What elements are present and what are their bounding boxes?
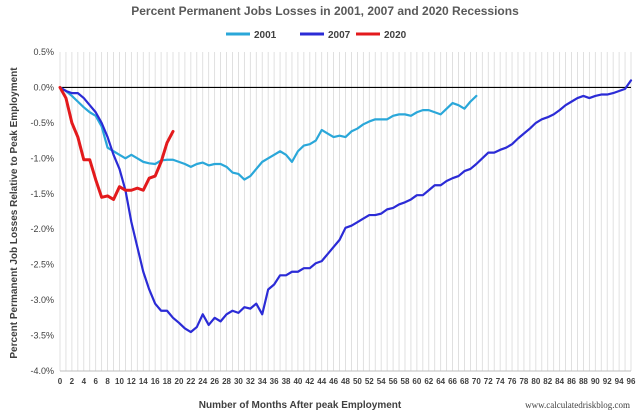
x-tick-label: 58: [401, 377, 410, 386]
y-axis-ticks: 0.5% 0.0% -0.5% -1.0% -1.5% -2.0% -2.5% -3.0% -3…: [30, 47, 54, 376]
y-tick-label: -2.5%: [30, 260, 54, 270]
x-tick-label: 60: [412, 377, 421, 386]
x-tick-label: 30: [234, 377, 243, 386]
x-tick-label: 38: [282, 377, 291, 386]
x-tick-label: 52: [365, 377, 374, 386]
x-tick-label: 8: [105, 377, 110, 386]
x-tick-label: 32: [246, 377, 255, 386]
x-tick-label: 74: [496, 377, 505, 386]
x-tick-label: 48: [341, 377, 350, 386]
legend-label-2007: 2007: [328, 30, 351, 41]
x-tick-label: 28: [222, 377, 231, 386]
x-tick-label: 64: [436, 377, 445, 386]
x-tick-label: 18: [163, 377, 172, 386]
x-tick-label: 94: [615, 377, 624, 386]
series-line-2020: [58, 85, 175, 201]
x-tick-label: 92: [603, 377, 612, 386]
x-tick-label: 62: [424, 377, 433, 386]
x-tick-label: 16: [151, 377, 160, 386]
y-tick-label: 0.5%: [33, 47, 54, 57]
x-tick-label: 84: [555, 377, 564, 386]
x-tick-label: 12: [127, 377, 136, 386]
legend: 2001 2007 2020: [226, 30, 407, 41]
x-tick-label: 26: [210, 377, 219, 386]
x-axis-label: Number of Months After peak Employment: [199, 400, 402, 411]
x-tick-label: 90: [591, 377, 600, 386]
x-tick-label: 36: [270, 377, 279, 386]
x-tick-label: 88: [579, 377, 588, 386]
y-tick-label: -1.0%: [30, 153, 54, 163]
x-tick-label: 78: [519, 377, 528, 386]
y-tick-label: -4.0%: [30, 366, 54, 376]
y-tick-label: -0.5%: [30, 118, 54, 128]
x-tick-label: 0: [58, 377, 63, 386]
chart-title: Percent Permanent Jobs Losses in 2001, 2…: [131, 4, 519, 18]
x-tick-label: 14: [139, 377, 148, 386]
x-tick-label: 86: [567, 377, 576, 386]
y-tick-label: -3.5%: [30, 331, 54, 341]
x-tick-label: 4: [82, 377, 87, 386]
x-tick-label: 80: [531, 377, 540, 386]
y-tick-label: -1.5%: [30, 189, 54, 199]
legend-label-2020: 2020: [384, 30, 407, 41]
x-tick-label: 76: [508, 377, 517, 386]
x-tick-label: 10: [115, 377, 124, 386]
y-axis-label: Percent Permanent Job Losses Relative to…: [9, 67, 20, 359]
x-tick-label: 44: [317, 377, 326, 386]
x-axis-ticks: 0 2 4 6 8 10 12 14 16 18 20 22 24 26 28 30 32 34 36 38 40 42 4…: [58, 377, 636, 386]
x-tick-label: 20: [175, 377, 184, 386]
x-tick-label: 50: [353, 377, 362, 386]
x-tick-label: 70: [472, 377, 481, 386]
x-tick-label: 66: [448, 377, 457, 386]
x-tick-label: 82: [543, 377, 552, 386]
x-tick-label: 40: [293, 377, 302, 386]
source-credit: www.calculatedriskblog.com: [525, 400, 630, 410]
x-tick-label: 68: [460, 377, 469, 386]
x-tick-label: 34: [258, 377, 267, 386]
grid: [59, 52, 632, 372]
y-tick-label: -3.0%: [30, 295, 54, 305]
series-line-2001: [58, 86, 478, 181]
legend-label-2001: 2001: [254, 30, 277, 41]
x-tick-label: 24: [198, 377, 207, 386]
series-line-2007: [58, 79, 633, 334]
x-tick-label: 56: [389, 377, 398, 386]
x-tick-label: 22: [186, 377, 195, 386]
x-tick-label: 6: [93, 377, 98, 386]
series-lines: [58, 79, 633, 334]
y-tick-label: 0.0%: [33, 82, 54, 92]
y-tick-label: -2.0%: [30, 224, 54, 234]
x-tick-label: 46: [329, 377, 338, 386]
x-tick-label: 2: [70, 377, 75, 386]
x-tick-label: 42: [305, 377, 314, 386]
x-tick-label: 72: [484, 377, 493, 386]
x-tick-label: 54: [377, 377, 386, 386]
x-tick-label: 96: [627, 377, 636, 386]
